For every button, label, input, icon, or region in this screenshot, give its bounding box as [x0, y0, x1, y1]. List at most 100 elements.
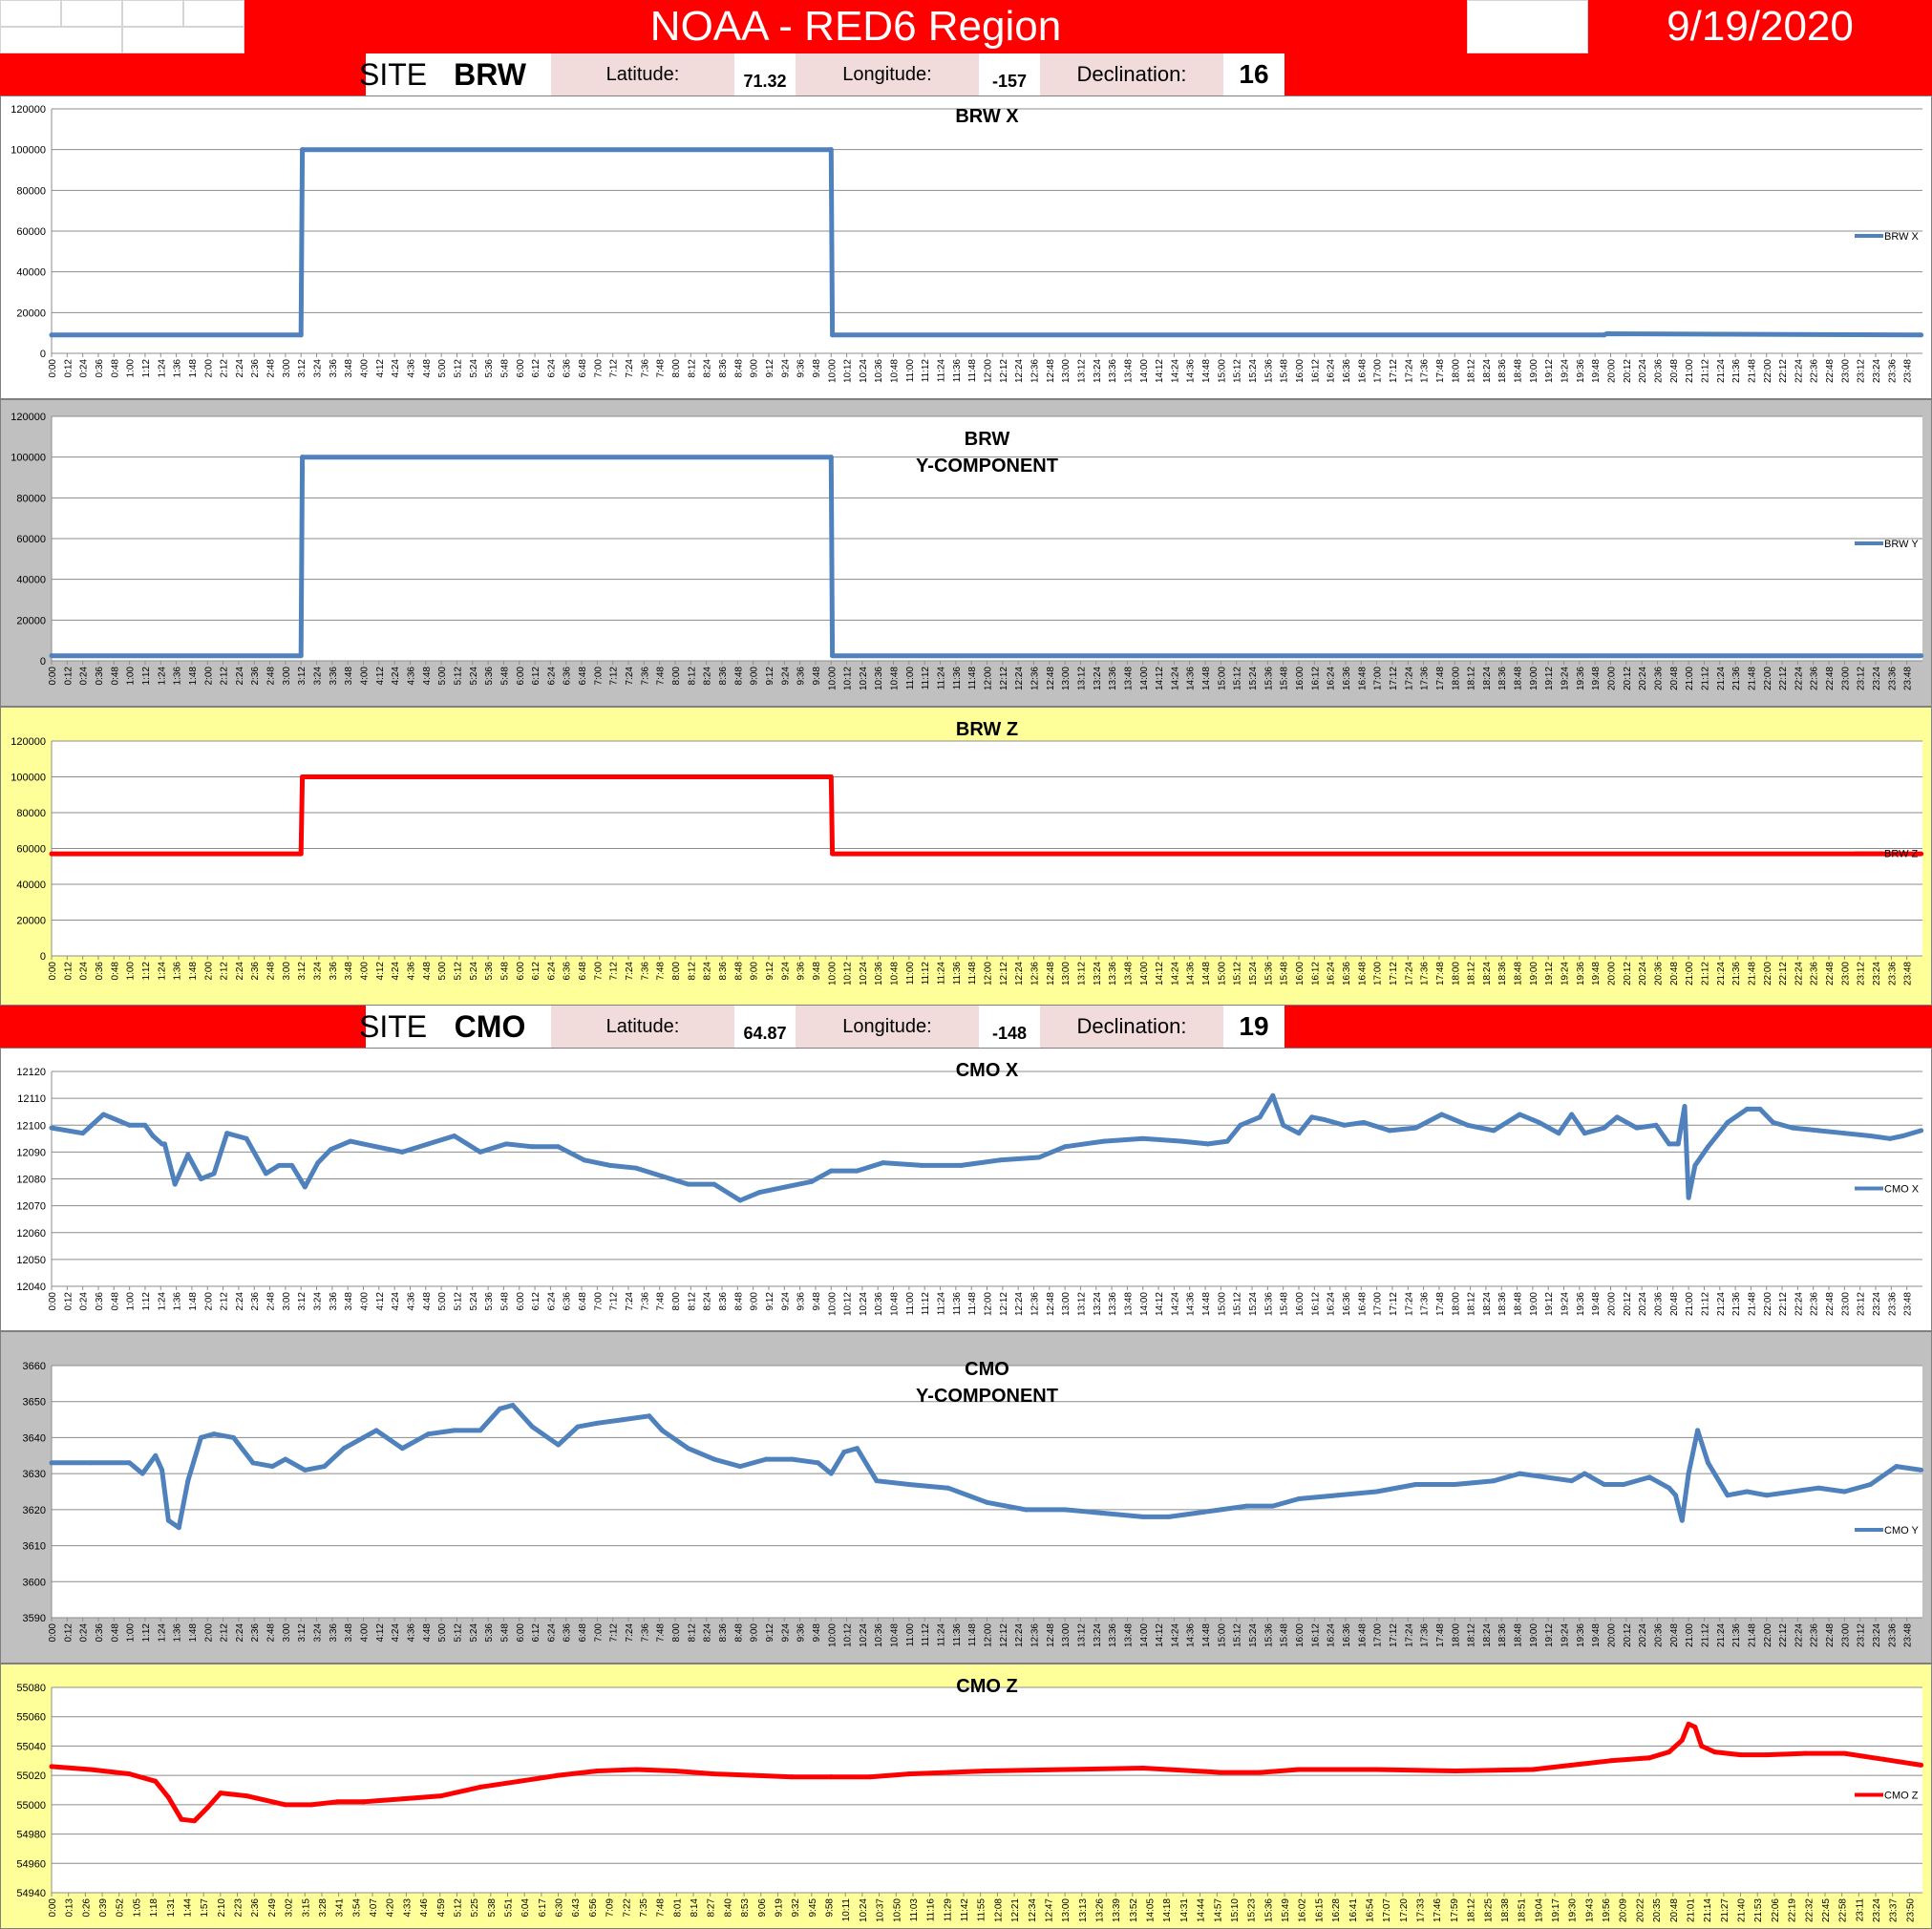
y-tick-label: 3590 — [23, 1613, 46, 1624]
data-point — [1101, 1511, 1107, 1516]
x-tick-label: 6:36 — [563, 1623, 573, 1643]
data-point — [1634, 1125, 1640, 1131]
x-tick-label: 4:33 — [402, 1898, 413, 1918]
chart-title: CMO — [965, 1359, 1009, 1380]
data-point — [1667, 1749, 1672, 1755]
x-tick-label: 11:42 — [960, 1898, 970, 1922]
x-tick-label: 17:36 — [1420, 1623, 1431, 1647]
x-tick-label: 6:48 — [578, 1292, 588, 1311]
x-tick-label: 6:24 — [546, 1292, 557, 1311]
x-tick-label: 4:24 — [391, 962, 401, 981]
x-tick-label: 0:24 — [79, 667, 90, 686]
x-tick-label: 14:36 — [1186, 1292, 1197, 1316]
data-point — [529, 1144, 535, 1150]
data-point — [300, 774, 306, 779]
data-point — [1412, 1481, 1418, 1487]
x-tick-label: 4:00 — [360, 1292, 371, 1311]
y-tick-label: 20000 — [16, 615, 46, 626]
x-tick-label: 4:24 — [391, 359, 401, 378]
y-tick-label: 3620 — [23, 1505, 46, 1516]
x-tick-label: 21:01 — [1686, 1898, 1696, 1922]
data-point — [575, 1424, 581, 1430]
x-tick-label: 18:24 — [1482, 359, 1493, 383]
data-point — [1815, 1128, 1821, 1134]
x-tick-label: 5:00 — [437, 1292, 448, 1311]
x-tick-label: 22:12 — [1778, 1292, 1789, 1316]
data-point — [192, 1818, 198, 1824]
y-tick-label: 100000 — [11, 773, 46, 784]
x-tick-label: 7:09 — [605, 1898, 616, 1918]
x-tick-label: 6:36 — [563, 962, 573, 981]
x-tick-label: 15:48 — [1280, 667, 1290, 690]
x-tick-label: 8:14 — [690, 1898, 700, 1918]
data-point — [1140, 1765, 1146, 1770]
data-point — [1894, 1464, 1900, 1470]
x-tick-label: 16:00 — [1295, 667, 1306, 690]
x-tick-label: 23:24 — [1872, 1898, 1882, 1922]
x-tick-label: 23:48 — [1903, 1292, 1914, 1316]
data-point — [1667, 1485, 1672, 1491]
x-tick-label: 20:36 — [1653, 1292, 1664, 1316]
data-point — [1744, 1489, 1750, 1494]
x-tick-label: 23:00 — [1840, 667, 1851, 690]
x-tick-label: 14:00 — [1139, 359, 1150, 383]
x-tick-label: 0:48 — [110, 962, 120, 981]
data-point — [854, 1446, 860, 1452]
x-tick-label: 2:00 — [203, 1623, 214, 1643]
x-tick-label: 16:48 — [1357, 1623, 1368, 1647]
x-tick-label: 3:24 — [313, 359, 324, 378]
x-tick-label: 7:48 — [656, 1898, 667, 1918]
x-tick-label: 10:00 — [827, 667, 838, 690]
x-tick-label: 5:36 — [484, 359, 495, 378]
x-tick-label: 14:57 — [1213, 1898, 1223, 1922]
x-tick-label: 11:29 — [943, 1898, 953, 1922]
data-point — [1738, 1752, 1744, 1758]
x-tick-label: 17:36 — [1420, 667, 1431, 690]
report-date: 9/19/2020 — [1588, 0, 1932, 53]
x-tick-label: 5:25 — [470, 1898, 480, 1918]
x-tick-label: 6:24 — [546, 359, 557, 378]
y-tick-label: 12060 — [16, 1228, 46, 1240]
chart-brw-z: 0 20000 40000 60000 80000 100000 120000 0:00 0:1… — [0, 707, 1932, 1006]
x-tick-label: 23:36 — [1887, 1623, 1898, 1647]
x-tick-label: 19:43 — [1584, 1898, 1595, 1922]
x-tick-label: 9:19 — [774, 1898, 784, 1918]
x-tick-label: 5:38 — [487, 1898, 498, 1918]
data-point — [1646, 1755, 1652, 1761]
x-tick-label: 18:00 — [1451, 962, 1461, 986]
data-point — [127, 1771, 133, 1777]
data-point — [1653, 1122, 1659, 1128]
data-point — [1675, 1141, 1681, 1147]
x-tick-label: 12:00 — [984, 359, 994, 383]
data-point — [1744, 1106, 1750, 1112]
y-tick-label: 12080 — [16, 1175, 46, 1186]
y-tick-label: 80000 — [16, 185, 46, 197]
x-tick-label: 4:12 — [375, 667, 386, 686]
x-tick-label: 7:35 — [639, 1898, 649, 1918]
data-point — [621, 1417, 626, 1423]
x-tick-label: 6:48 — [578, 962, 588, 981]
data-point — [159, 1467, 165, 1473]
x-tick-label: 9:00 — [750, 359, 760, 378]
data-point — [659, 1174, 665, 1179]
data-point — [789, 1774, 795, 1780]
x-tick-label: 2:12 — [220, 1623, 230, 1643]
x-tick-label: 19:24 — [1560, 359, 1571, 383]
chart-brw-x: 0 20000 40000 60000 80000 100000 120000 0:00 0:1… — [0, 95, 1932, 399]
x-tick-label: 15:12 — [1233, 1292, 1243, 1316]
y-tick-label: 60000 — [16, 534, 46, 545]
x-tick-label: 3:48 — [344, 1623, 354, 1643]
x-tick-label: 5:36 — [484, 962, 495, 981]
x-tick-label: 5:12 — [453, 359, 463, 378]
chart-title: CMO X — [956, 1060, 1019, 1081]
data-point — [1439, 1112, 1445, 1117]
x-tick-label: 21:24 — [1716, 359, 1727, 383]
x-tick-label: 10:24 — [859, 359, 869, 383]
x-tick-label: 10:36 — [874, 1623, 884, 1647]
x-tick-label: 11:12 — [921, 1292, 931, 1316]
x-tick-label: 16:12 — [1310, 359, 1321, 383]
legend-label: CMO Z — [1884, 1791, 1919, 1802]
x-tick-label: 5:12 — [453, 1292, 463, 1311]
x-tick-label: 20:48 — [1669, 1623, 1680, 1647]
data-point — [1682, 1104, 1688, 1110]
